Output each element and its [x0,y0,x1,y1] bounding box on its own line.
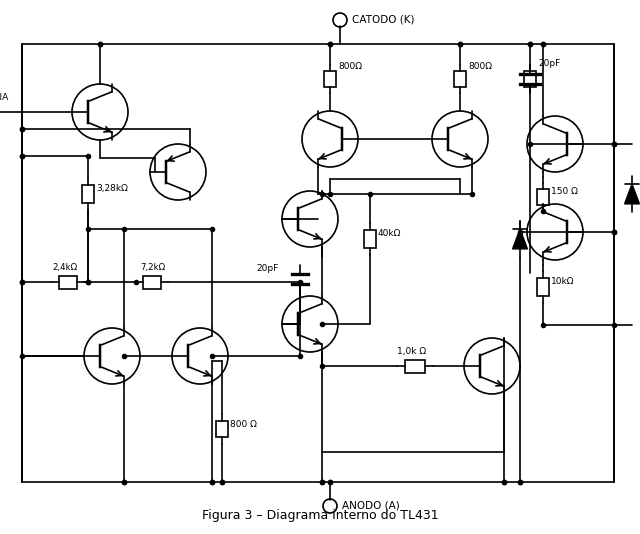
Bar [405,359,425,373]
Text: 1,0k Ω: 1,0k Ω [397,347,426,356]
Text: 800 Ω: 800 Ω [230,420,257,429]
Bar [524,72,536,87]
Text: REFERÊNCIA: REFERÊNCIA [0,93,8,103]
Bar [324,72,336,87]
Bar [537,189,549,205]
Bar [216,421,228,437]
Text: 10kΩ: 10kΩ [551,277,575,286]
Bar [537,278,549,296]
Text: 150 Ω: 150 Ω [551,187,578,196]
Text: 20pF: 20pF [538,59,560,68]
Text: 40kΩ: 40kΩ [378,229,401,238]
Bar [364,230,376,248]
Text: 800Ω: 800Ω [338,62,362,71]
Text: Figura 3 – Diagrama interno do TL431: Figura 3 – Diagrama interno do TL431 [202,509,438,522]
Bar [454,72,466,87]
Text: 2,4kΩ: 2,4kΩ [52,263,77,272]
Text: 20pF: 20pF [256,264,278,273]
Bar [143,276,161,288]
Bar [82,185,94,203]
Text: 800Ω: 800Ω [468,62,492,71]
Text: 3,28kΩ: 3,28kΩ [96,184,128,193]
Polygon shape [625,184,639,204]
Polygon shape [513,229,527,249]
Text: 7,2kΩ: 7,2kΩ [140,263,165,272]
Text: CATODO (K): CATODO (K) [352,15,415,25]
Text: ANODO (A): ANODO (A) [342,501,400,511]
Bar [60,276,77,288]
